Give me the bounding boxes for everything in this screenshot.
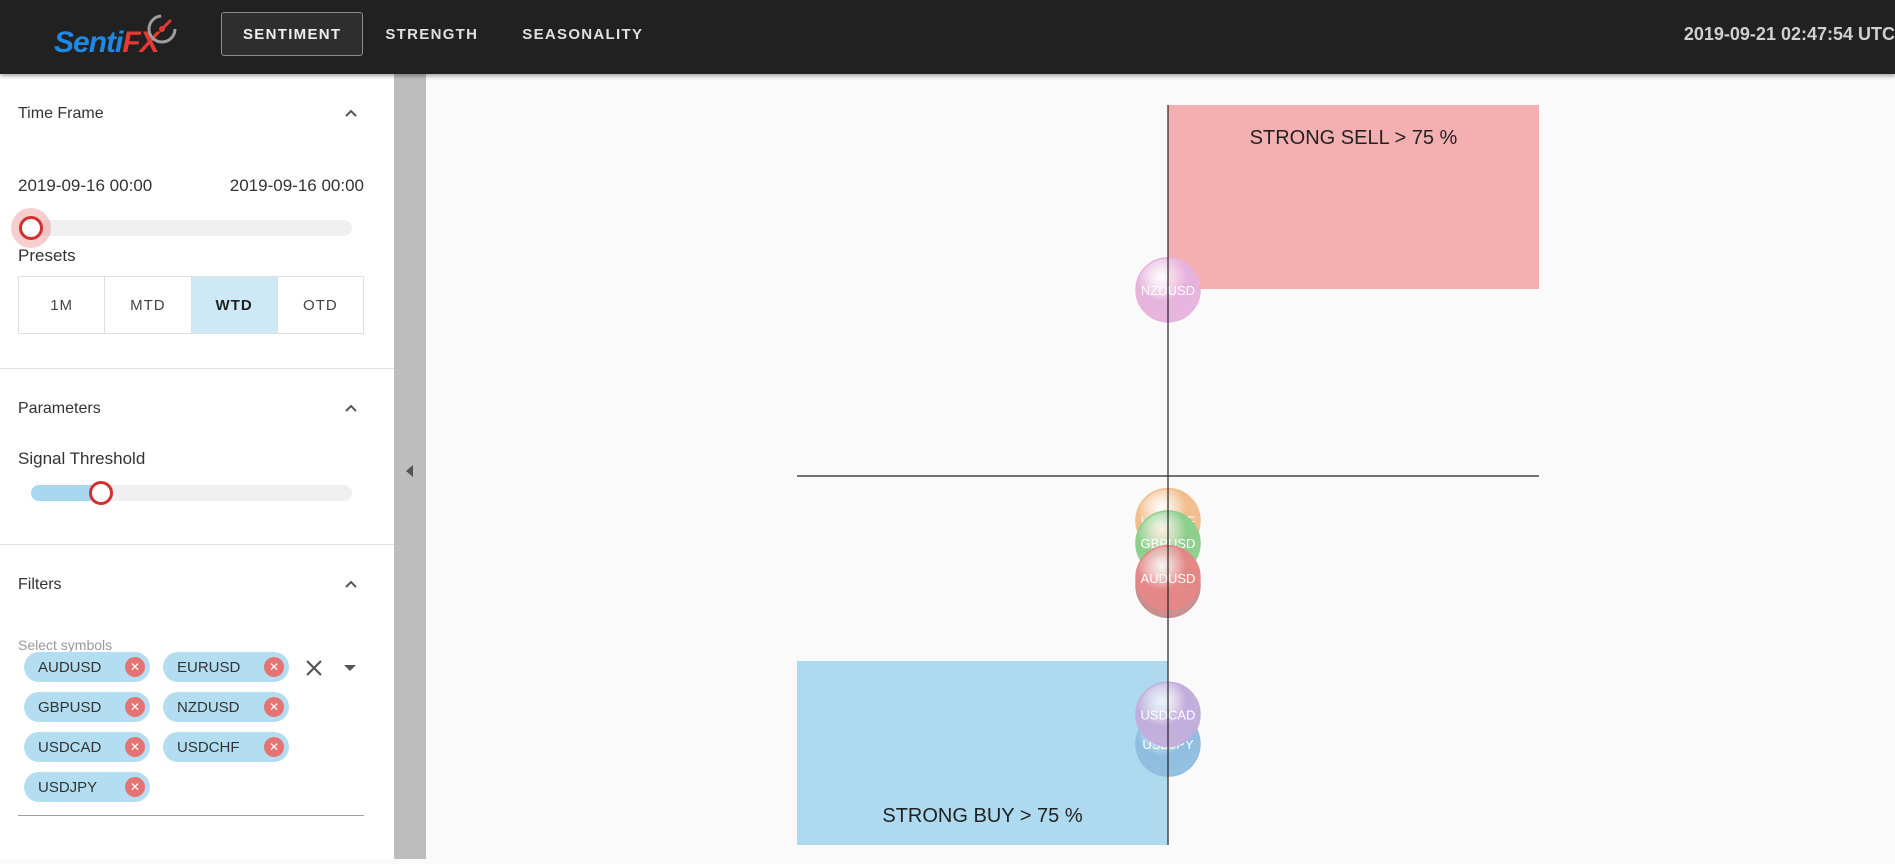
time-frame-title: Time Frame xyxy=(18,105,104,122)
time-frame-header[interactable]: Time Frame xyxy=(0,74,394,154)
zone-strong-sell xyxy=(1168,105,1539,289)
zone-strong-buy-label: STRONG BUY > 75 % xyxy=(882,805,1082,827)
tab-sentiment[interactable]: SENTIMENT xyxy=(221,12,364,56)
chip-label: NZDUSD xyxy=(177,698,240,716)
signal-threshold-label: Signal Threshold xyxy=(18,449,146,468)
chip-audusd: AUDUSD ✕ xyxy=(24,652,150,682)
remove-chip-icon[interactable]: ✕ xyxy=(125,697,145,717)
time-frame-end: 2019-09-16 00:00 xyxy=(229,176,364,195)
presets-label: Presets xyxy=(18,246,76,265)
chip-label: GBPUSD xyxy=(38,698,102,716)
chevron-up-icon[interactable] xyxy=(344,401,358,415)
main-nav: SENTIMENT STRENGTH SEASONALITY xyxy=(221,12,665,56)
chip-nzdusd: NZDUSD ✕ xyxy=(163,692,289,722)
logo[interactable]: SentiFX xyxy=(50,12,180,60)
gauge-icon xyxy=(147,14,177,44)
chip-label: USDJPY xyxy=(38,778,98,796)
symbol-select[interactable]: Select symbols AUDUSD ✕ EURUSD ✕ GBPUSD ✕ N… xyxy=(0,625,394,845)
preset-wtd[interactable]: WTD xyxy=(191,277,278,333)
utc-clock: 2019-09-21 02:47:54 UTC xyxy=(1683,24,1895,44)
sidebar-splitter[interactable] xyxy=(394,74,426,859)
time-frame-panel: Time Frame 2019-09-16 00:00 2019-09-16 0… xyxy=(0,74,394,369)
signal-threshold-fill xyxy=(31,485,101,501)
chip-usdchf: USDCHF ✕ xyxy=(163,732,289,762)
chip-usdcad: USDCAD ✕ xyxy=(24,732,150,762)
chevron-up-icon[interactable] xyxy=(344,577,358,591)
chip-label: AUDUSD xyxy=(38,658,102,676)
tab-seasonality[interactable]: SEASONALITY xyxy=(522,25,644,43)
remove-chip-icon[interactable]: ✕ xyxy=(125,657,145,677)
select-symbols-label: Select symbols xyxy=(18,637,113,653)
parameters-body: Signal Threshold xyxy=(0,449,394,544)
chip-label: USDCAD xyxy=(38,738,102,756)
signal-threshold-slider[interactable] xyxy=(31,481,352,505)
tab-strength[interactable]: STRENGTH xyxy=(385,25,479,43)
remove-chip-icon[interactable]: ✕ xyxy=(264,657,284,677)
remove-chip-icon[interactable]: ✕ xyxy=(125,777,145,797)
select-underline xyxy=(18,815,364,816)
chip-label: USDCHF xyxy=(177,738,240,756)
remove-chip-icon[interactable]: ✕ xyxy=(264,697,284,717)
time-frame-slider-thumb[interactable] xyxy=(19,216,43,240)
preset-1m[interactable]: 1M xyxy=(19,277,106,333)
top-bar: SentiFX SENTIMENT STRENGTH SEASONALITY 2… xyxy=(0,0,1895,74)
sidebar: Time Frame 2019-09-16 00:00 2019-09-16 0… xyxy=(0,74,394,859)
chevron-up-icon[interactable] xyxy=(344,106,358,120)
signal-threshold-thumb[interactable] xyxy=(89,481,113,505)
preset-mtd[interactable]: MTD xyxy=(105,277,192,333)
remove-chip-icon[interactable]: ✕ xyxy=(125,737,145,757)
chip-label: EURUSD xyxy=(177,658,241,676)
dropdown-arrow-icon[interactable] xyxy=(344,665,356,671)
time-frame-start: 2019-09-16 00:00 xyxy=(18,176,153,195)
chip-gbpusd: GBPUSD ✕ xyxy=(24,692,150,722)
parameters-title: Parameters xyxy=(18,400,101,417)
clear-all-icon[interactable] xyxy=(303,657,325,679)
presets-group: 1M MTD WTD OTD xyxy=(18,276,364,334)
preset-otd[interactable]: OTD xyxy=(303,296,338,314)
filters-header[interactable]: Filters xyxy=(0,545,394,625)
time-frame-body: 2019-09-16 00:00 2019-09-16 00:00 Preset… xyxy=(0,154,394,368)
collapse-left-icon[interactable] xyxy=(406,465,413,477)
sentiment-chart-svg: STRONG SELL > 75 % STRONG BUY > 75 % NZD… xyxy=(797,105,1539,845)
remove-chip-icon[interactable]: ✕ xyxy=(264,737,284,757)
zone-strong-buy xyxy=(797,661,1168,845)
zone-strong-sell-label: STRONG SELL > 75 % xyxy=(1250,127,1458,149)
filters-panel: Filters Select symbols AUDUSD ✕ EURUSD ✕ G… xyxy=(0,545,394,845)
parameters-header[interactable]: Parameters xyxy=(0,369,394,449)
time-frame-slider[interactable] xyxy=(19,216,352,240)
chip-usdjpy: USDJPY ✕ xyxy=(24,772,150,802)
sentiment-chart: STRONG SELL > 75 % STRONG BUY > 75 % NZD… xyxy=(426,74,1895,859)
logo-text: SentiFX xyxy=(54,26,160,59)
chip-eurusd: EURUSD ✕ xyxy=(163,652,289,682)
filters-title: Filters xyxy=(18,576,62,593)
parameters-panel: Parameters Signal Threshold xyxy=(0,369,394,545)
